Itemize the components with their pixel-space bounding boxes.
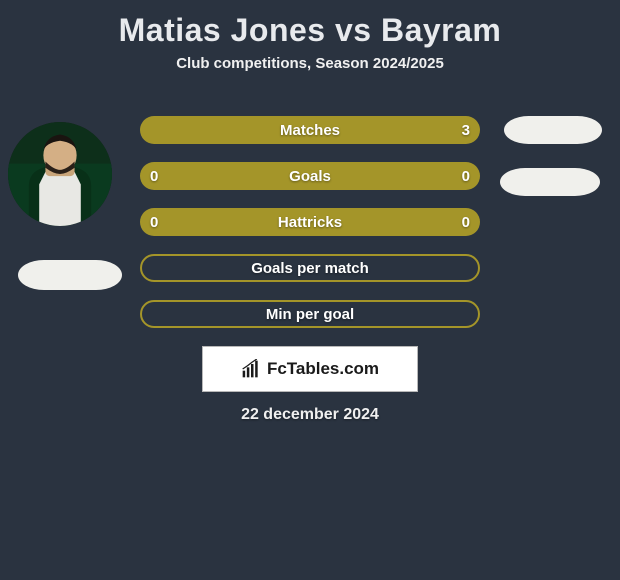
avatar-left-icon bbox=[8, 122, 112, 226]
player-name-pill-right-1 bbox=[504, 116, 602, 144]
stat-row-min-per-goal: Min per goal bbox=[140, 300, 480, 328]
subtitle: Club competitions, Season 2024/2025 bbox=[0, 55, 620, 92]
brand-box[interactable]: FcTables.com bbox=[202, 346, 418, 392]
page-title: Matias Jones vs Bayram bbox=[0, 0, 620, 55]
comparison-area: Matches 3 0 Goals 0 0 Hattricks 0 Goals … bbox=[0, 92, 620, 424]
stat-row-hattricks: 0 Hattricks 0 bbox=[140, 208, 480, 236]
stat-bars: Matches 3 0 Goals 0 0 Hattricks 0 Goals … bbox=[140, 92, 480, 328]
player-name-pill-left bbox=[18, 260, 122, 290]
stat-right-value: 3 bbox=[462, 122, 470, 139]
stat-label: Goals per match bbox=[251, 260, 369, 277]
stat-left-value: 0 bbox=[150, 168, 158, 185]
stat-label: Hattricks bbox=[278, 214, 342, 231]
player-name-pill-right-2 bbox=[500, 168, 600, 196]
stat-row-goals-per-match: Goals per match bbox=[140, 254, 480, 282]
stat-row-matches: Matches 3 bbox=[140, 116, 480, 144]
stat-right-value: 0 bbox=[462, 168, 470, 185]
player-avatar-left bbox=[8, 122, 112, 226]
date-text: 22 december 2024 bbox=[8, 406, 612, 424]
stat-right-value: 0 bbox=[462, 214, 470, 231]
stat-left-value: 0 bbox=[150, 214, 158, 231]
stat-label: Matches bbox=[280, 122, 340, 139]
stat-label: Goals bbox=[289, 168, 331, 185]
bar-chart-icon bbox=[241, 359, 261, 379]
stat-row-goals: 0 Goals 0 bbox=[140, 162, 480, 190]
stat-label: Min per goal bbox=[266, 306, 354, 323]
brand-text: FcTables.com bbox=[267, 359, 379, 379]
